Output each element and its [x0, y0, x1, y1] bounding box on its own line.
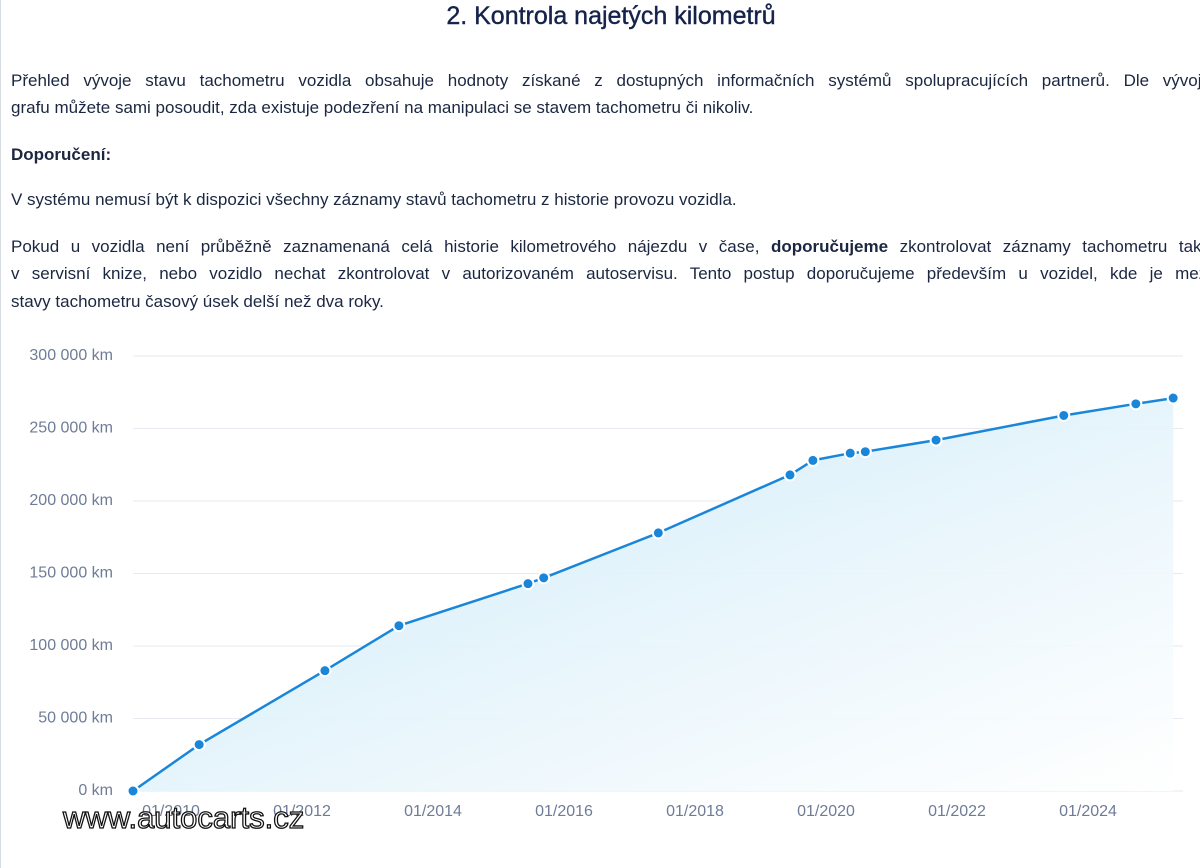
plot [126, 391, 1180, 798]
advice-text: zkontrolovat záznamy tachometru také [899, 237, 1200, 256]
x-tick-label: 01/2014 [404, 803, 462, 820]
x-tick-label: 01/2016 [535, 803, 593, 820]
intro-line: grafu můžete sami posoudit, zda existuje… [11, 98, 754, 117]
data-point [318, 664, 332, 678]
x-tick-label: 01/2022 [928, 803, 986, 820]
y-tick-label: 50 000 km [38, 710, 113, 727]
data-point [806, 453, 820, 467]
watermark: www.autocarts.cz [62, 800, 304, 835]
advice-text: Pokud u vozidla není průběžně zaznamenan… [11, 237, 760, 256]
x-tick-label: 01/2012 [273, 803, 331, 820]
data-point [929, 433, 943, 447]
y-tick-label: 200 000 km [29, 492, 113, 509]
data-point [858, 445, 872, 459]
note: V systému nemusí být k dispozici všechny… [11, 190, 737, 209]
advice-line: stavy tachometru časový úsek delší než d… [11, 292, 384, 311]
data-point [1129, 397, 1143, 411]
y-tick-label: 300 000 km [29, 347, 113, 364]
data-point [843, 446, 857, 460]
recommendation-heading: Doporučení: [11, 145, 112, 164]
section-title: 2. Kontrola najetých kilometrů [446, 2, 776, 30]
data-point [192, 738, 206, 752]
y-tick-label: 250 000 km [29, 420, 113, 437]
data-point [783, 468, 797, 482]
data-point [537, 571, 551, 585]
x-tick-label: 01/2020 [797, 803, 855, 820]
data-point [392, 619, 406, 633]
x-tick-label: 01/2024 [1059, 803, 1117, 820]
data-point [1057, 408, 1071, 422]
data-point [1166, 391, 1180, 405]
advice-bold: doporučujeme [770, 237, 889, 256]
advice-line: Pokud u vozidla není průběžně zaznamenan… [11, 237, 1200, 259]
data-point [651, 526, 665, 540]
y-tick-label: 150 000 km [29, 565, 113, 582]
area-fill [133, 398, 1174, 791]
x-tick-label: 01/2018 [666, 803, 724, 820]
x-tick-label: 01/2010 [142, 803, 200, 820]
advice-line: v servisní knize, nebo vozidlo nechat zk… [11, 264, 1200, 283]
data-point [521, 577, 535, 591]
intro-line: Přehled vývoje stavu tachometru vozidla … [11, 71, 1200, 90]
data-point [126, 784, 140, 798]
y-tick-label: 100 000 km [29, 637, 113, 654]
y-tick-label: 0 km [78, 782, 113, 799]
